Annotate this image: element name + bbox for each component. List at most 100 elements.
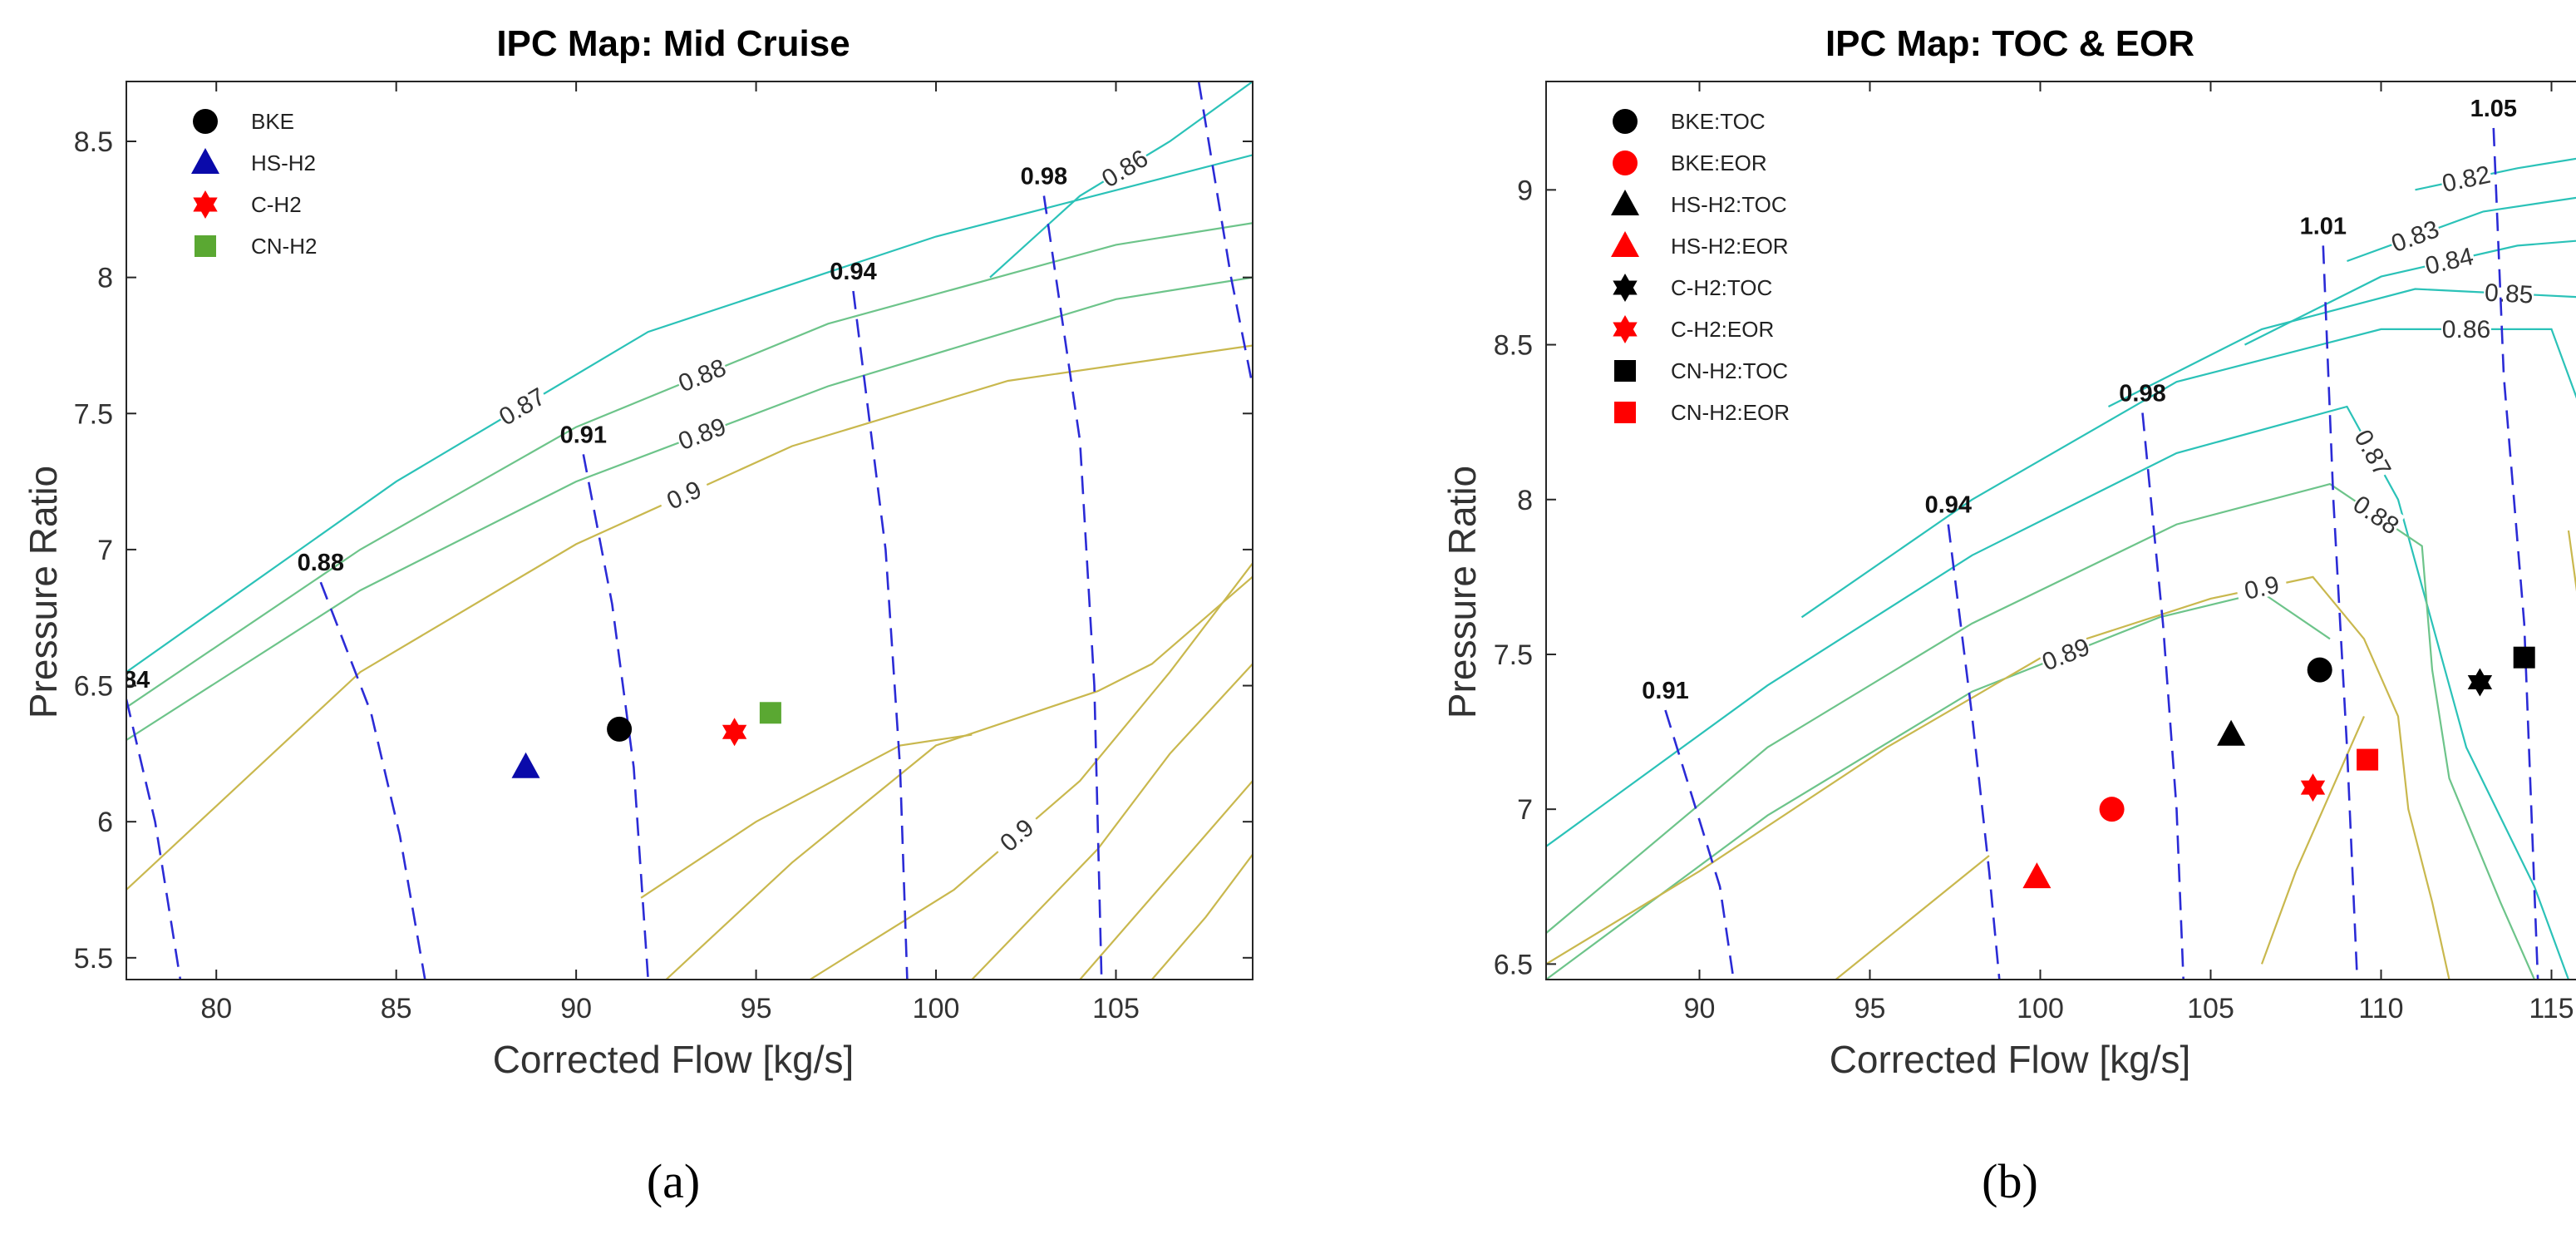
y-tick-label: 8.5	[1494, 330, 1533, 362]
legend-label: HS-H2:EOR	[1671, 234, 1789, 259]
legend-label: CN-H2	[251, 234, 317, 259]
y-tick-label: 6.5	[74, 671, 113, 703]
legend-item: BKE:TOC	[1613, 109, 1766, 134]
data-point	[2300, 773, 2326, 802]
speed-line-label: 0.88	[298, 550, 344, 576]
legend-item: CN-H2	[195, 234, 317, 259]
legend-label: HS-H2	[251, 151, 316, 175]
y-axis-label: Pressure Ratio	[1441, 466, 1484, 718]
data-point	[2357, 748, 2379, 771]
marker-square	[2513, 646, 2535, 669]
contour-label-bg	[493, 381, 549, 428]
data-point	[2099, 797, 2125, 822]
legend-item: C-H2	[193, 190, 302, 219]
marker-hexagram	[193, 197, 218, 219]
y-tick-label: 6	[97, 807, 113, 838]
marker-square	[195, 235, 216, 257]
marker-circle	[607, 716, 633, 742]
efficiency-contour	[640, 733, 973, 899]
legend-label: BKE:EOR	[1671, 151, 1767, 175]
x-tick-label: 90	[560, 993, 592, 1024]
contour-label-bg	[2441, 313, 2491, 339]
marker-hexagram	[1613, 322, 1638, 343]
marker-triangle	[1611, 231, 1639, 257]
legend-label: BKE:TOC	[1671, 109, 1766, 134]
legend-item: HS-H2	[191, 148, 316, 175]
speed-line-label: 0.91	[1642, 678, 1688, 704]
data-point	[511, 752, 540, 778]
y-tick-label: 8.5	[74, 126, 113, 158]
speed-line	[582, 454, 649, 980]
speed-line	[2322, 245, 2359, 980]
speed-line-label: 0.98	[2119, 381, 2165, 407]
x-tick-label: 95	[1854, 993, 1886, 1024]
x-axis-label: Corrected Flow [kg/s]	[1830, 1038, 2191, 1081]
marker-square	[1614, 360, 1636, 382]
marker-triangle	[2022, 862, 2051, 889]
x-tick-label: 115	[2529, 993, 2574, 1024]
data-point	[2467, 668, 2493, 697]
contour-label-bg	[2234, 568, 2288, 603]
y-tick-label: 7	[1517, 794, 1533, 826]
contour-label-bg	[988, 807, 1043, 860]
legend-item: HS-H2:EOR	[1611, 231, 1789, 259]
caption-b: (b)	[1982, 1154, 2038, 1208]
legend-label: C-H2:EOR	[1671, 317, 1774, 342]
contour-label-bg	[1096, 142, 1152, 190]
speed-line-label: 0.98	[1021, 164, 1067, 190]
data-point	[759, 702, 781, 724]
marker-circle	[2307, 657, 2332, 683]
y-tick-label: 5.5	[74, 943, 113, 975]
contour-label-bg	[2349, 488, 2406, 538]
speed-line	[1197, 81, 1253, 387]
chart-title: IPC Map: Mid Cruise	[496, 23, 850, 64]
marker-triangle	[2217, 719, 2246, 746]
marker-hexagram	[2467, 675, 2493, 697]
plot-frame	[126, 81, 1254, 980]
marker-triangle	[511, 752, 540, 778]
marker-circle	[193, 109, 218, 134]
marker-square	[759, 702, 781, 724]
legend-item: BKE:EOR	[1613, 151, 1767, 175]
speed-line	[2141, 412, 2184, 980]
x-tick-label: 100	[913, 993, 960, 1024]
efficiency-contour	[665, 575, 1253, 980]
x-tick-label: 80	[200, 993, 232, 1024]
contour-label-bg	[655, 471, 712, 515]
contour-label-bg	[2386, 214, 2442, 254]
speed-line-label: 1.01	[2300, 213, 2347, 239]
contour-label-bg	[673, 352, 729, 394]
legend-item: C-H2:EOR	[1613, 315, 1774, 343]
x-tick-label: 105	[2187, 993, 2234, 1024]
panel-b: IPC Map: TOC & EOR Corrected Flow [kg/s]…	[1441, 23, 2576, 1208]
x-tick-label: 105	[1092, 993, 1140, 1024]
marker-square	[1614, 402, 1636, 423]
marker-hexagram	[2300, 780, 2326, 802]
plot-area	[126, 81, 1253, 980]
efficiency-contour	[1546, 575, 2450, 980]
speed-line	[852, 290, 909, 980]
speed-line-label: 0.84	[103, 667, 150, 694]
y-axis-label: Pressure Ratio	[22, 466, 65, 718]
x-tick-label: 110	[2358, 993, 2403, 1024]
contour-label-bg	[673, 411, 729, 452]
legend-item: HS-H2:TOC	[1611, 190, 1787, 217]
legend: BKE HS-H2 C-H2 CN-H2	[191, 109, 317, 259]
y-tick-label: 8	[1517, 485, 1533, 516]
efficiency-contour	[126, 154, 1253, 674]
marker-circle	[1613, 151, 1638, 175]
x-tick-label: 85	[381, 993, 412, 1024]
marker-circle	[1613, 109, 1638, 134]
efficiency-contour	[971, 663, 1253, 980]
legend-item: CN-H2:EOR	[1614, 400, 1790, 425]
speed-line	[1947, 524, 2001, 980]
y-tick-label: 6.5	[1494, 949, 1533, 980]
contour-label-bg	[2421, 240, 2476, 277]
legend: BKE:TOC BKE:EOR HS-H2:TOC HS-H2:EOR C-H2:TOC…	[1611, 109, 1790, 425]
contour-label: 0.86	[2442, 316, 2490, 343]
marker-hexagram	[1613, 280, 1638, 302]
y-tick-label: 8	[97, 263, 113, 294]
x-tick-label: 100	[2017, 993, 2064, 1024]
